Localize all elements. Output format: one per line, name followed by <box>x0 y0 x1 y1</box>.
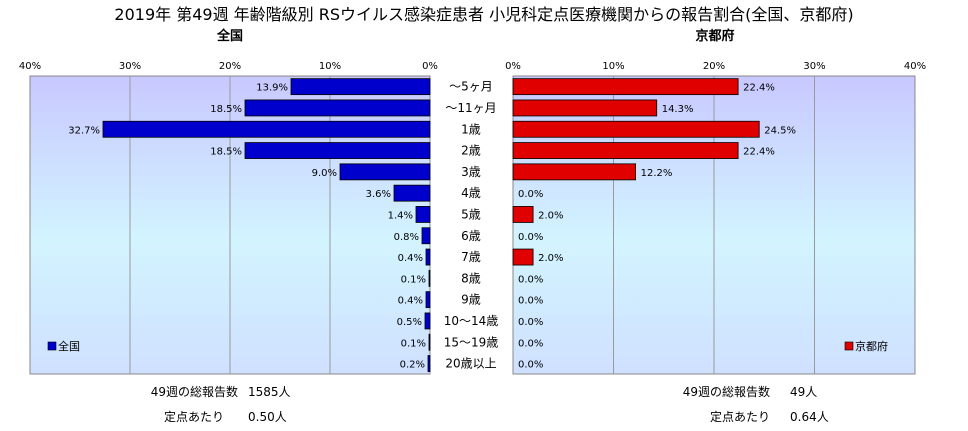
national-data-label: 0.5% <box>397 317 422 328</box>
kyoto-data-label: 22.4% <box>743 147 775 158</box>
national-bar <box>421 227 431 245</box>
national-data-label: 3.6% <box>366 189 391 200</box>
right-tick-label: 40% <box>904 61 926 72</box>
national-bar <box>244 142 431 159</box>
legend-label-kyoto: 京都府 <box>855 339 888 353</box>
national-data-label: 0.1% <box>401 338 426 349</box>
kyoto-data-label: 0.0% <box>518 232 543 243</box>
national-bar <box>244 99 431 117</box>
national-data-label: 0.2% <box>400 360 425 371</box>
left-tick-label: 10% <box>319 61 341 72</box>
kyoto-bar <box>512 78 739 96</box>
kyoto-data-label: 0.0% <box>518 317 543 328</box>
kyoto-data-label: 0.0% <box>518 360 543 371</box>
kyoto-data-label: 14.3% <box>662 104 694 115</box>
footer-right-total-value: 49人 <box>790 385 817 399</box>
national-bar <box>428 269 431 287</box>
kyoto-data-label: 0.0% <box>518 274 543 285</box>
kyoto-data-label: 0.0% <box>518 296 543 307</box>
national-data-label: 1.4% <box>388 210 413 221</box>
category-label: 20歳以上 <box>445 357 496 371</box>
left-tick-label: 0% <box>422 61 438 72</box>
category-label: 10～14歳 <box>444 314 499 328</box>
national-data-label: 0.8% <box>394 232 419 243</box>
national-bar <box>425 248 431 266</box>
national-bar <box>425 291 431 309</box>
category-label: 6歳 <box>461 229 481 243</box>
footer-left-total-value: 1585人 <box>248 385 291 399</box>
national-bar <box>415 206 431 223</box>
national-bar <box>393 184 431 202</box>
national-bar <box>427 355 431 372</box>
category-label: 5歳 <box>461 207 481 221</box>
footer-right-per-label: 定点あたり <box>710 409 770 424</box>
national-data-label: 18.5% <box>210 147 242 158</box>
national-data-label: 0.1% <box>401 274 426 285</box>
right-panel-subtitle: 京都府 <box>695 28 734 44</box>
right-tick-label: 30% <box>803 61 825 72</box>
kyoto-bar <box>512 163 637 181</box>
national-bar <box>428 333 431 351</box>
category-label: 15～19歳 <box>444 335 499 349</box>
right-tick-label: 20% <box>703 61 725 72</box>
national-data-label: 18.5% <box>210 104 242 115</box>
kyoto-data-label: 24.5% <box>764 125 796 136</box>
left-tick-label: 40% <box>19 61 41 72</box>
category-label: 9歳 <box>461 293 481 307</box>
category-label: 3歳 <box>461 165 481 179</box>
legend-swatch-kyoto <box>844 341 854 351</box>
kyoto-bar <box>512 206 534 223</box>
left-tick-label: 30% <box>119 61 141 72</box>
right-tick-label: 10% <box>602 61 624 72</box>
footer-left-per-value: 0.50人 <box>248 410 287 424</box>
national-bar <box>290 78 431 96</box>
right-tick-label: 0% <box>505 61 521 72</box>
category-label: ～5ヶ月 <box>449 80 493 94</box>
kyoto-data-label: 12.2% <box>641 168 673 179</box>
kyoto-bar <box>512 120 760 138</box>
national-data-label: 0.4% <box>398 253 423 264</box>
national-data-label: 32.7% <box>68 125 100 136</box>
category-label: ～11ヶ月 <box>445 101 496 115</box>
category-label: 1歳 <box>461 122 481 136</box>
footer-left-total-label: 49週の総報告数 <box>151 384 238 399</box>
legend-label-national: 全国 <box>58 339 80 353</box>
kyoto-bar <box>512 99 658 117</box>
category-label: 2歳 <box>461 144 481 158</box>
kyoto-data-label: 22.4% <box>743 83 775 94</box>
legend-swatch-national <box>47 341 57 351</box>
national-data-label: 13.9% <box>256 83 288 94</box>
category-label: 7歳 <box>461 250 481 264</box>
national-bar <box>102 120 431 138</box>
chart-title: 2019年 第49週 年齢階級別 RSウイルス感染症患者 小児科定点医療機関から… <box>114 5 853 24</box>
kyoto-data-label: 0.0% <box>518 189 543 200</box>
national-data-label: 0.4% <box>398 296 423 307</box>
kyoto-data-label: 2.0% <box>538 210 563 221</box>
left-tick-label: 20% <box>219 61 241 72</box>
kyoto-data-label: 0.0% <box>518 338 543 349</box>
kyoto-data-label: 2.0% <box>538 253 563 264</box>
category-label: 8歳 <box>461 271 481 285</box>
left-panel-subtitle: 全国 <box>216 28 243 44</box>
national-bar <box>339 163 431 181</box>
category-label: 4歳 <box>461 186 481 200</box>
footer-right-total-label: 49週の総報告数 <box>683 384 770 399</box>
kyoto-bar <box>512 142 739 159</box>
national-data-label: 9.0% <box>312 168 337 179</box>
footer-left-per-label: 定点あたり <box>164 409 224 424</box>
kyoto-bar <box>512 248 534 266</box>
footer-right-per-value: 0.64人 <box>790 410 829 424</box>
national-bar <box>424 312 431 330</box>
